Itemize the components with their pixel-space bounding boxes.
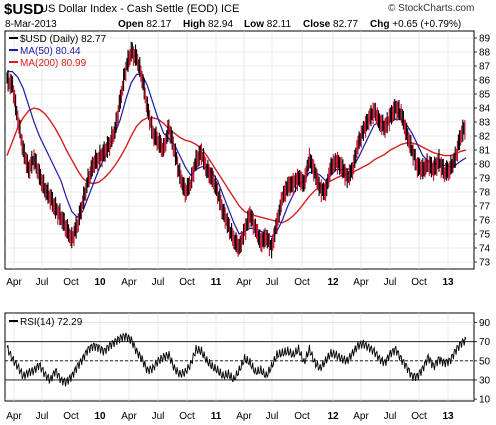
x-tick-label: 10 [94, 277, 106, 288]
x-tick-label: 12 [327, 411, 339, 422]
x-tick-label: Jul [266, 277, 279, 288]
x-tick-label: Oct [411, 277, 427, 288]
y-tick-label: 89 [479, 34, 491, 45]
rsi-y-tick-label: 10 [479, 395, 491, 406]
x-tick-label: 12 [327, 277, 339, 288]
x-tick-label: 13 [442, 277, 454, 288]
x-tick-label: Jul [384, 411, 397, 422]
price-panel: 73 74 75 76 77 78 79 80 81 82 83 84 85 86 87 88 89 $USD … [4, 30, 491, 270]
rsi-y-tick-label: 50 [479, 356, 491, 367]
rsi-panel: 10 30 50 70 90 RSI(14) 72.29 [4, 312, 491, 406]
x-tick-label: 11 [211, 411, 222, 422]
x-tick-label: 11 [211, 277, 222, 288]
x-tick-label: 10 [94, 411, 106, 422]
series-line-ma200 [6, 107, 467, 224]
x-tick-label: Apr [121, 277, 137, 288]
quote-date: 8-Mar-2013 [5, 19, 57, 30]
y-tick-label: 73 [479, 258, 491, 269]
y-tick-label: 78 [479, 188, 491, 199]
symbol-title: $USD [4, 1, 45, 18]
y-tick-label: 74 [479, 244, 491, 255]
rsi-y-tick-label: 70 [479, 337, 491, 348]
x-tick-label: Jul [384, 277, 397, 288]
x-tick-label: Jul [266, 411, 279, 422]
x-tick-label: Oct [179, 277, 195, 288]
x-tick-label: Jul [152, 277, 165, 288]
x-tick-label: Oct [63, 277, 79, 288]
change-quote: Chg +0.65 (+0.79%) [370, 19, 462, 30]
price-grid [5, 31, 474, 269]
x-tick-label: Apr [236, 411, 252, 422]
x-tick-label: 13 [442, 411, 454, 422]
y-tick-label: 84 [479, 104, 491, 115]
y-tick-label: 87 [479, 62, 491, 73]
x-tick-label: Oct [63, 411, 79, 422]
rsi-y-tick-label: 90 [479, 318, 491, 329]
x-tick-label: Oct [411, 411, 427, 422]
y-tick-label: 85 [479, 90, 491, 101]
y-tick-label: 76 [479, 216, 491, 227]
y-tick-label: 83 [479, 118, 491, 129]
y-tick-label: 80 [479, 160, 491, 171]
instrument-name: US Dollar Index - Cash Settle (EOD) ICE [40, 3, 240, 15]
x-tick-label: Jul [36, 411, 49, 422]
y-tick-label: 81 [479, 146, 491, 157]
rsi-legend: RSI(14) 72.29 [9, 317, 83, 328]
rsi-y-axis: 10 30 50 70 90 [474, 318, 491, 406]
x-tick-label: Jul [152, 411, 165, 422]
legend-entry: MA(50) 80.44 [20, 46, 81, 57]
x-tick-label: Apr [6, 411, 22, 422]
x-tick-label: Apr [236, 277, 252, 288]
open-quote: Open 82.17 [118, 19, 172, 30]
y-tick-label: 77 [479, 202, 491, 213]
x-tick-label: Apr [121, 411, 137, 422]
price-x-axis: Apr Jul Oct 10 Apr Jul Oct 11 Apr Jul Oct 12 Apr Jul O… [6, 277, 454, 288]
legend-entry: RSI(14) 72.29 [20, 317, 83, 328]
legend-entry: MA(200) 80.99 [20, 58, 87, 69]
x-tick-label: Oct [294, 277, 310, 288]
x-tick-label: Oct [294, 411, 310, 422]
rsi-panel-frame [4, 312, 475, 402]
series-line-rsi [6, 332, 467, 387]
x-tick-label: Jul [36, 277, 49, 288]
x-tick-label: Apr [353, 277, 369, 288]
y-tick-label: 86 [479, 76, 491, 87]
x-tick-label: Oct [179, 411, 195, 422]
stockcharts-watermark: © StockCharts.com [388, 3, 475, 14]
price-y-axis: 73 74 75 76 77 78 79 80 81 82 83 84 85 86 87 88 89 [474, 34, 491, 269]
y-tick-label: 88 [479, 48, 491, 59]
x-tick-label: Apr [6, 277, 22, 288]
legend-entry: $USD (Daily) 82.77 [20, 34, 107, 45]
y-tick-label: 82 [479, 132, 491, 143]
x-tick-label: Apr [353, 411, 369, 422]
rsi-reference-lines [5, 341, 474, 381]
rsi-y-tick-label: 30 [479, 375, 491, 386]
rsi-x-axis: Apr Jul Oct 10 Apr Jul Oct 11 Apr Jul Oct 12 Apr Jul O… [6, 411, 454, 422]
y-tick-label: 75 [479, 230, 491, 241]
price-bars [6, 41, 466, 259]
close-quote: Close 82.77 [303, 19, 359, 30]
y-tick-label: 79 [479, 174, 491, 185]
high-quote: High 82.94 [183, 19, 234, 30]
low-quote: Low 82.11 [244, 19, 292, 30]
